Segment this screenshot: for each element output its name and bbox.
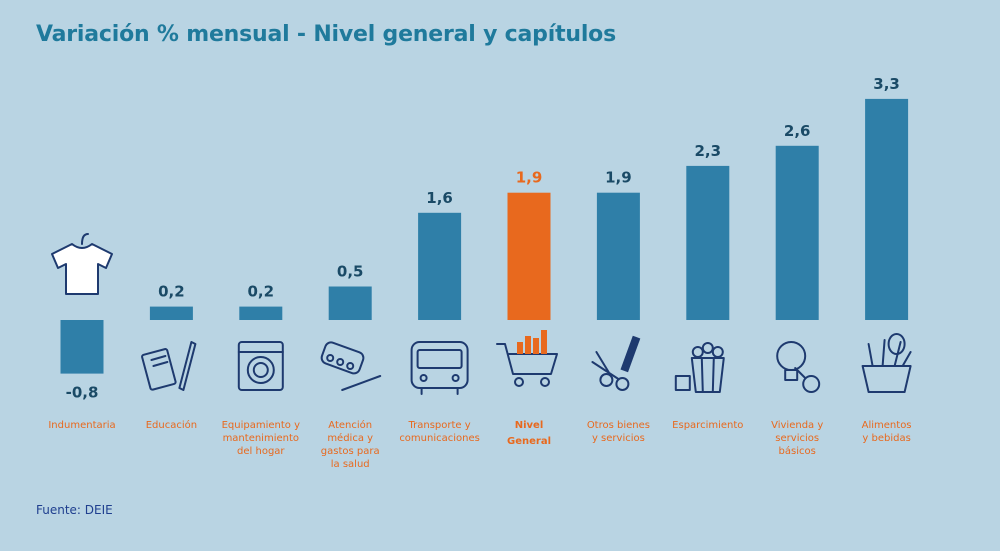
bar-6 <box>596 192 640 320</box>
source-note: Fuente: DEIE <box>36 503 113 517</box>
category-label-1: Educación <box>146 419 197 431</box>
category-label-8: Vivienda y servicios básicos <box>771 420 823 457</box>
bar-3 <box>328 286 372 320</box>
shopping-cart-icon <box>496 330 558 387</box>
category-label-4: Transporte y comunicaciones <box>399 420 480 444</box>
value-label-7: 2,3 <box>695 142 722 160</box>
value-label-0: -0,8 <box>66 384 99 402</box>
t-shirt-icon <box>51 233 113 295</box>
chart-title: Variación % mensual - Nivel general y ca… <box>36 22 616 47</box>
category-label-9: Alimentos y bebidas <box>862 420 912 444</box>
pills-thermometer-icon <box>320 341 382 391</box>
bar-0 <box>60 320 104 374</box>
category-label-2: Equipamiento y mantenimiento del hogar <box>222 420 300 457</box>
washing-machine-icon <box>237 341 284 391</box>
value-label-1: 0,2 <box>158 283 185 301</box>
grocery-bag-icon <box>861 333 912 393</box>
bar-9 <box>865 98 909 321</box>
value-label-3: 0,5 <box>337 263 364 281</box>
scissors-comb-icon <box>591 335 641 391</box>
category-label-7: Esparcimiento <box>672 420 743 431</box>
value-label-4: 1,6 <box>426 189 453 207</box>
book-pencil-icon <box>141 341 197 391</box>
value-label-6: 1,9 <box>605 169 632 187</box>
lightbulb-key-icon <box>776 341 821 393</box>
bar-8 <box>775 145 819 320</box>
bus-icon <box>410 341 469 395</box>
bar-1 <box>149 306 193 320</box>
value-label-8: 2,6 <box>784 122 811 140</box>
category-label-6: Otros bienes y servicios <box>587 420 650 444</box>
bar-4 <box>418 212 462 320</box>
value-label-5: 1,9 <box>516 169 543 187</box>
category-label-5: Nivel General <box>507 420 551 447</box>
value-label-9: 3,3 <box>873 75 900 93</box>
category-label-0: Indumentaria <box>48 420 115 431</box>
value-label-2: 0,2 <box>248 283 275 301</box>
bar-2 <box>239 306 283 320</box>
popcorn-icon <box>674 342 725 393</box>
category-label-3: Atención médica y gastos para la salud <box>321 419 380 470</box>
bar-7 <box>686 165 730 320</box>
bar-5 <box>507 192 551 320</box>
